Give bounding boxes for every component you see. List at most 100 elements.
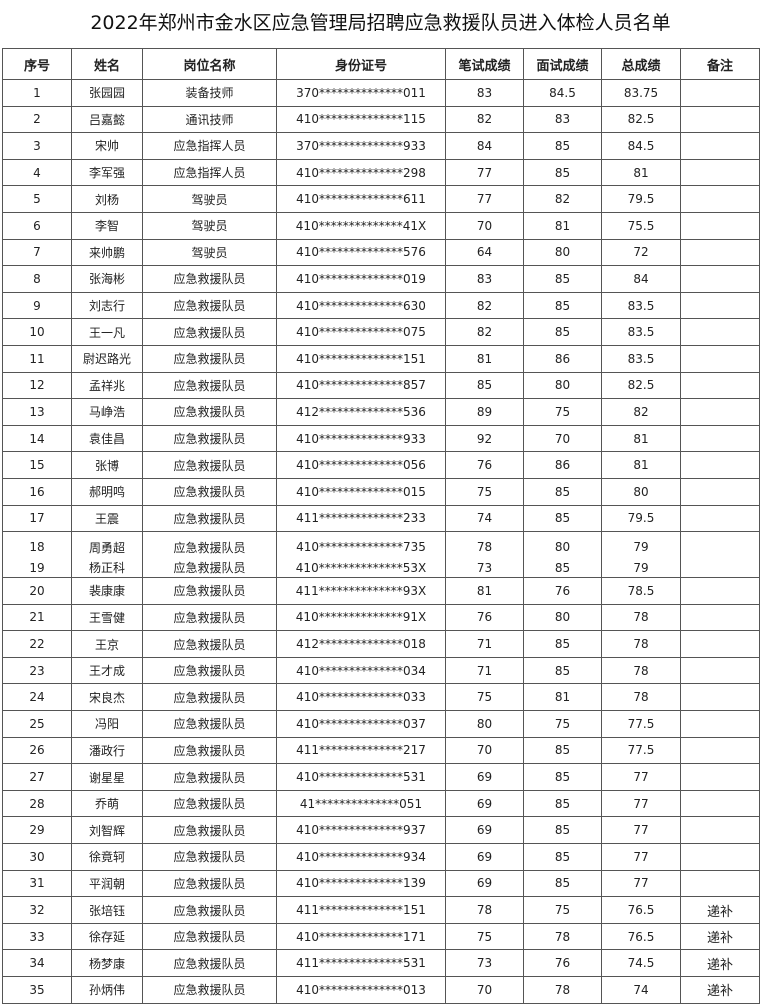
page-title: 2022年郑州市金水区应急管理局招聘应急救援队员进入体检人员名单 bbox=[90, 12, 671, 34]
cell-position: 应急救援队员 bbox=[142, 763, 277, 791]
table-row: 10 王一凡 应急救援队员 410**************075 82 85 83.5 bbox=[2, 318, 760, 346]
cell-interview-score: 85 bbox=[523, 736, 602, 765]
cell-total-score: 79 bbox=[601, 558, 681, 579]
cell-id-number: 410**************151 bbox=[276, 344, 446, 373]
cell-interview-score: 80 bbox=[523, 603, 602, 632]
cell-total-score: 83.75 bbox=[601, 79, 681, 107]
cell-total-score: 82 bbox=[601, 398, 681, 426]
table-row: 30 徐竟轲 应急救援队员 410**************934 69 85 77 bbox=[2, 843, 760, 871]
cell-id-number: 411**************217 bbox=[276, 736, 446, 765]
cell-total-score: 76.5 bbox=[601, 896, 681, 924]
cell-position: 应急救援队员 bbox=[142, 869, 277, 898]
cell-id-number: 411**************531 bbox=[276, 949, 446, 977]
cell-index: 9 bbox=[2, 291, 72, 320]
table-row: 17 王震 应急救援队员 411**************233 74 85 79.5 bbox=[2, 504, 760, 533]
cell-name: 刘志行 bbox=[71, 291, 143, 320]
cell-name: 张培钰 bbox=[71, 896, 143, 924]
cell-remarks: 递补 bbox=[680, 976, 760, 1004]
cell-name: 谢星星 bbox=[71, 763, 143, 791]
table-row: 1 张园园 装备技师 370**************011 83 84.5 83.75 bbox=[2, 79, 760, 107]
cell-interview-score: 85 bbox=[523, 291, 602, 320]
cell-position: 应急救援队员 bbox=[142, 577, 277, 605]
cell-interview-score: 78 bbox=[523, 976, 602, 1004]
cell-total-score: 76.5 bbox=[601, 922, 681, 951]
cell-position: 应急救援队员 bbox=[142, 922, 277, 951]
cell-interview-score: 85 bbox=[523, 763, 602, 791]
cell-interview-score: 75 bbox=[523, 398, 602, 426]
table-row: 7 来帅鹏 驾驶员 410**************576 64 80 72 bbox=[2, 238, 760, 267]
cell-interview-score: 85 bbox=[523, 656, 602, 685]
cell-position: 应急救援队员 bbox=[142, 558, 277, 579]
cell-total-score: 79.5 bbox=[601, 185, 681, 213]
cell-id-number: 410**************91X bbox=[276, 603, 446, 632]
cell-remarks bbox=[680, 318, 760, 346]
cell-interview-score: 85 bbox=[523, 158, 602, 187]
cell-remarks bbox=[680, 424, 760, 453]
cell-index: 33 bbox=[2, 922, 72, 951]
cell-index: 21 bbox=[2, 603, 72, 632]
cell-index: 6 bbox=[2, 211, 72, 240]
cell-remarks bbox=[680, 477, 760, 506]
cell-remarks bbox=[680, 789, 760, 818]
cell-written-score: 64 bbox=[445, 238, 524, 267]
cell-written-score: 75 bbox=[445, 477, 524, 506]
cell-written-score: 71 bbox=[445, 630, 524, 658]
cell-index: 32 bbox=[2, 896, 72, 924]
cell-total-score: 83.5 bbox=[601, 344, 681, 373]
cell-id-number: 410**************611 bbox=[276, 185, 446, 213]
cell-total-score: 77.5 bbox=[601, 736, 681, 765]
cell-position: 应急救援队员 bbox=[142, 398, 277, 426]
cell-name: 王雪健 bbox=[71, 603, 143, 632]
cell-interview-score: 80 bbox=[523, 531, 602, 559]
cell-remarks bbox=[680, 843, 760, 871]
cell-position: 应急救援队员 bbox=[142, 656, 277, 685]
cell-interview-score: 81 bbox=[523, 211, 602, 240]
cell-interview-score: 84.5 bbox=[523, 79, 602, 107]
cell-id-number: 410**************115 bbox=[276, 105, 446, 134]
cell-remarks bbox=[680, 603, 760, 632]
cell-written-score: 70 bbox=[445, 211, 524, 240]
cell-total-score: 82.5 bbox=[601, 371, 681, 400]
cell-index: 15 bbox=[2, 451, 72, 479]
cell-written-score: 69 bbox=[445, 869, 524, 898]
cell-index: 19 bbox=[2, 558, 72, 579]
cell-id-number: 411**************151 bbox=[276, 896, 446, 924]
cell-position: 应急救援队员 bbox=[142, 451, 277, 479]
cell-remarks bbox=[680, 158, 760, 187]
cell-name: 孙炳伟 bbox=[71, 976, 143, 1004]
cell-index: 8 bbox=[2, 265, 72, 293]
cell-id-number: 410**************53X bbox=[276, 558, 446, 579]
cell-name: 郝明鸣 bbox=[71, 477, 143, 506]
cell-id-number: 410**************015 bbox=[276, 477, 446, 506]
cell-name: 周勇超 bbox=[71, 531, 143, 559]
cell-id-number: 410**************013 bbox=[276, 976, 446, 1004]
cell-total-score: 77 bbox=[601, 763, 681, 791]
cell-id-number: 410**************735 bbox=[276, 531, 446, 559]
header-index: 序号 bbox=[2, 48, 72, 80]
cell-interview-score: 85 bbox=[523, 843, 602, 871]
cell-position: 应急救援队员 bbox=[142, 630, 277, 658]
cell-id-number: 410**************019 bbox=[276, 265, 446, 293]
cell-id-number: 410**************171 bbox=[276, 922, 446, 951]
table-row: 6 李智 驾驶员 410**************41X 70 81 75.5 bbox=[2, 211, 760, 240]
cell-written-score: 81 bbox=[445, 344, 524, 373]
cell-id-number: 410**************056 bbox=[276, 451, 446, 479]
cell-interview-score: 85 bbox=[523, 789, 602, 818]
cell-remarks: 递补 bbox=[680, 922, 760, 951]
cell-position: 通讯技师 bbox=[142, 105, 277, 134]
cell-name: 刘智辉 bbox=[71, 816, 143, 845]
cell-index: 27 bbox=[2, 763, 72, 791]
cell-name: 王震 bbox=[71, 504, 143, 533]
cell-written-score: 75 bbox=[445, 922, 524, 951]
cell-index: 30 bbox=[2, 843, 72, 871]
cell-interview-score: 85 bbox=[523, 132, 602, 160]
cell-position: 应急救援队员 bbox=[142, 896, 277, 924]
cell-remarks bbox=[680, 451, 760, 479]
table-row: 34 杨梦康 应急救援队员 411**************531 73 76 74.5 递… bbox=[2, 949, 760, 977]
cell-remarks bbox=[680, 531, 760, 559]
header-name: 姓名 bbox=[71, 48, 143, 80]
table-row: 20 裴康康 应急救援队员 411**************93X 81 76 78.5 bbox=[2, 577, 760, 605]
cell-interview-score: 85 bbox=[523, 869, 602, 898]
cell-position: 应急救援队员 bbox=[142, 371, 277, 400]
cell-total-score: 78 bbox=[601, 630, 681, 658]
